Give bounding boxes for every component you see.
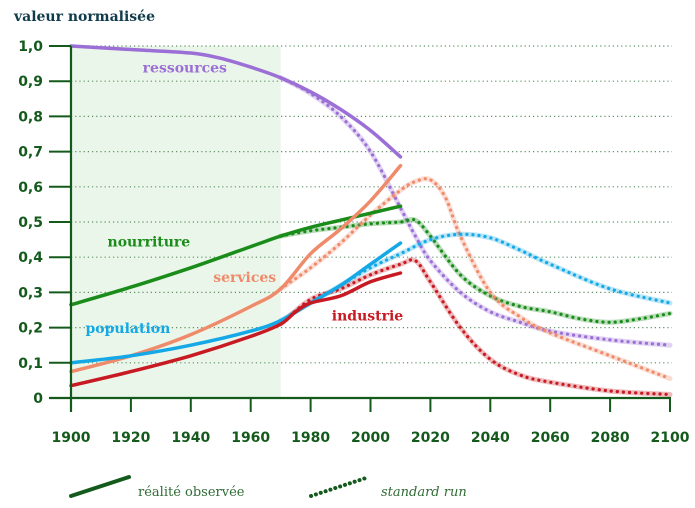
x-tick-label: 2020	[411, 430, 450, 446]
y-axis-title: valeur normalisée	[13, 9, 155, 25]
y-tick-label: 0,7	[18, 145, 43, 161]
observed-period-highlight	[71, 46, 281, 398]
label-population: population	[86, 321, 171, 337]
series-lines	[69, 44, 673, 397]
y-tick-label: 0	[33, 391, 43, 407]
label-services: services	[213, 270, 276, 286]
series-nourriture-observed	[69, 204, 403, 307]
label-nourriture: nourriture	[108, 235, 191, 251]
series-industrie-standard-run	[279, 258, 672, 397]
series-services-observed	[69, 163, 403, 374]
series-labels: ressources nourriture services population in…	[86, 60, 404, 336]
x-tick-label: 1940	[171, 430, 210, 446]
x-tick-label: 2040	[471, 430, 510, 446]
legend-label-observed: réalité observée	[138, 485, 245, 500]
series-services-standard-run	[279, 177, 672, 381]
series-nourriture-standard-run	[279, 217, 672, 324]
y-tick-label: 0,9	[18, 74, 43, 90]
y-tick-label: 0,3	[18, 285, 43, 301]
x-tick-label: 1960	[231, 430, 270, 446]
y-tick-label: 0,2	[18, 321, 43, 337]
series-population-observed	[69, 241, 403, 365]
x-tick-label: 2100	[651, 430, 690, 446]
x-tick-label: 2000	[351, 430, 390, 446]
axes	[49, 46, 671, 412]
x-tick-label: 2080	[591, 430, 630, 446]
legend-label-standard-run: standard run	[381, 485, 467, 500]
legend: réalité observée standard run	[69, 475, 467, 500]
y-tick-label: 0,8	[18, 109, 43, 125]
y-tick-label: 0,4	[18, 250, 43, 266]
x-tick-label: 1920	[111, 430, 150, 446]
series-ressources-standard-run	[279, 76, 672, 347]
label-industrie: industrie	[332, 309, 404, 325]
gridlines	[71, 45, 672, 364]
x-tick-label: 1980	[291, 430, 330, 446]
y-ticks: 0 0,1 0,2 0,3 0,4 0,5 0,6 0,7 0,8 0,9 1,0	[18, 39, 71, 407]
x-tick-label: 1900	[52, 430, 91, 446]
series-ressources-observed	[69, 44, 403, 159]
y-tick-label: 0,6	[18, 180, 43, 196]
legend-solid-swatch	[69, 475, 131, 498]
x-tick-label: 2060	[531, 430, 570, 446]
legend-dotted-swatch	[309, 475, 371, 498]
y-tick-label: 0,5	[18, 215, 43, 231]
x-ticks: 1900 1920 1940 1960 1980 2000 2020 2040 2060 2080…	[52, 398, 690, 446]
label-ressources: ressources	[143, 60, 227, 76]
y-tick-label: 1,0	[18, 39, 43, 55]
y-tick-label: 0,1	[18, 356, 43, 372]
series-industrie-observed	[69, 271, 403, 388]
